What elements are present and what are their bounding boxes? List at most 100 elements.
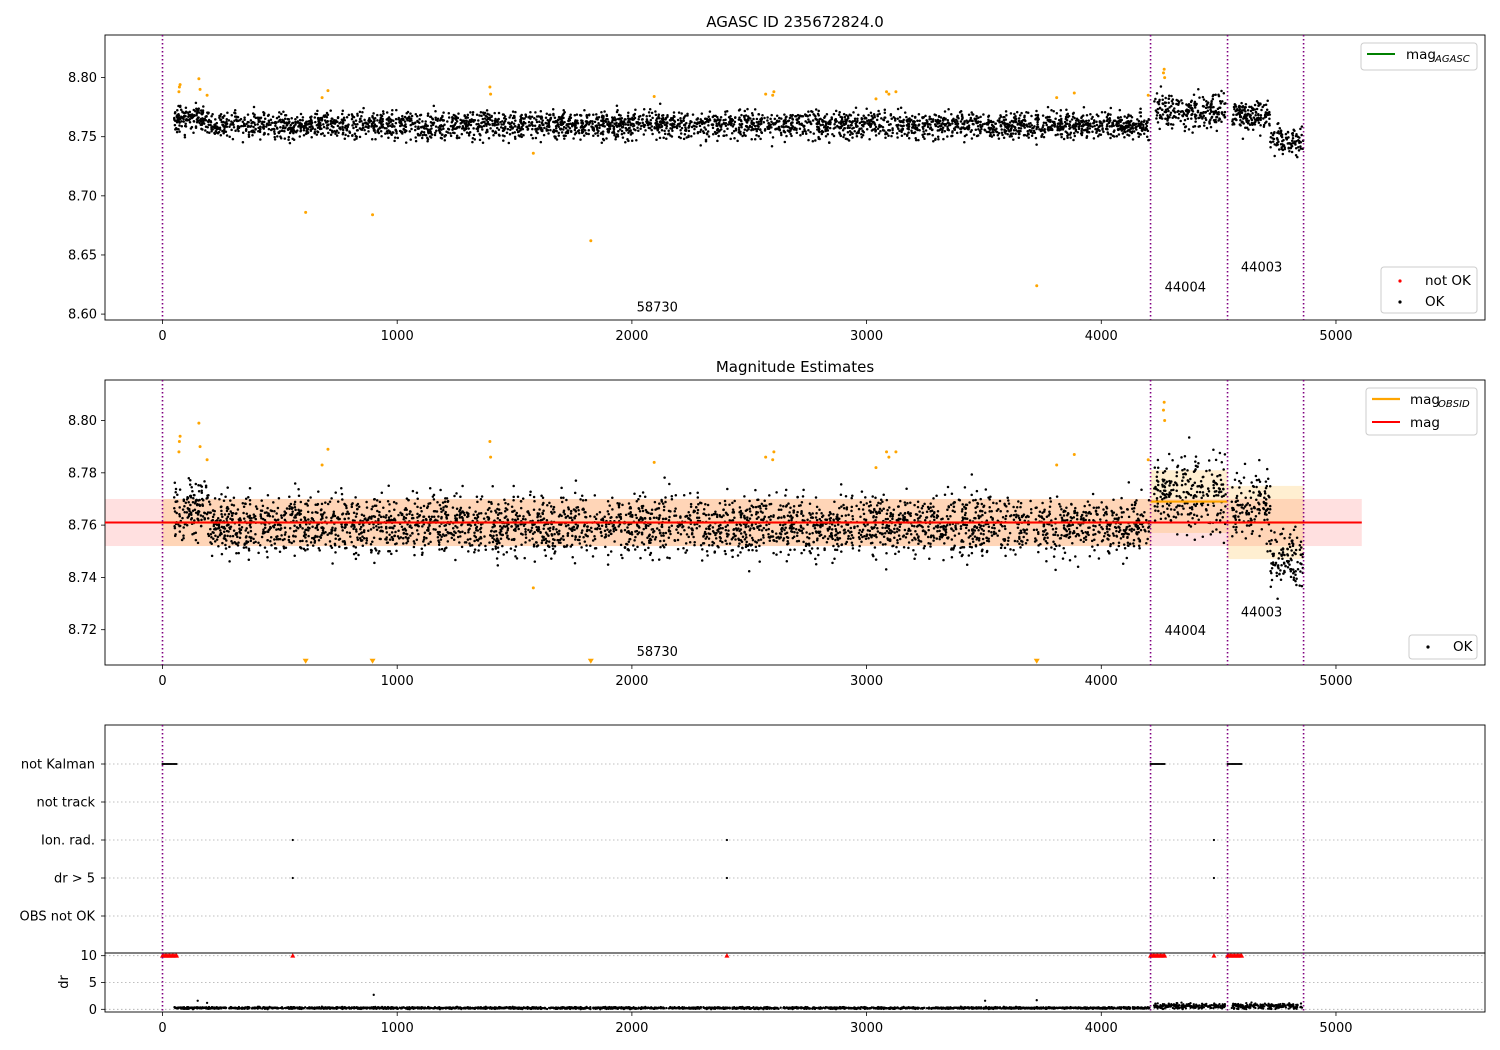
data-point-ok	[294, 117, 297, 121]
data-point-ok	[1036, 120, 1039, 124]
data-point-ok	[1085, 119, 1088, 123]
data-point-ok	[913, 503, 916, 507]
data-point-ok	[376, 113, 379, 117]
data-point-ok	[784, 125, 787, 128]
data-point-flagged	[1055, 96, 1059, 100]
data-point-ok	[1130, 116, 1134, 119]
data-point-ok	[488, 123, 491, 126]
data-point-ok	[917, 138, 920, 142]
data-point-ok	[587, 132, 590, 136]
data-point-ok	[603, 529, 607, 532]
data-point-ok	[658, 102, 662, 106]
data-point-ok	[987, 114, 991, 118]
data-point-ok	[399, 122, 402, 125]
data-point-ok	[471, 136, 475, 140]
data-point-ok	[1026, 538, 1029, 542]
data-point-ok	[1076, 131, 1079, 134]
data-point-ok	[1005, 114, 1008, 117]
data-point-ok	[585, 120, 588, 123]
data-point-ok	[257, 120, 260, 124]
data-point-ok	[218, 114, 222, 118]
data-point-ok	[687, 126, 690, 129]
data-point-ok	[826, 125, 830, 129]
data-point-ok	[1006, 510, 1009, 513]
data-point-ok	[472, 127, 475, 130]
data-point-ok	[601, 124, 605, 128]
data-point-ok	[784, 118, 787, 121]
data-point-ok	[1040, 135, 1043, 139]
data-point-ok	[323, 115, 326, 118]
data-point-ok	[685, 549, 689, 552]
data-point-ok	[371, 115, 374, 119]
data-point-ok	[856, 117, 859, 120]
data-point-ok	[1251, 107, 1255, 110]
data-point-ok	[955, 124, 959, 128]
data-point-ok	[1191, 131, 1194, 134]
data-point-flagged	[894, 90, 898, 94]
data-point-ok	[411, 122, 414, 126]
data-point-ok	[720, 123, 724, 126]
data-point-ok	[222, 132, 225, 135]
data-point-ok	[972, 123, 975, 126]
data-point-ok	[630, 122, 634, 126]
data-point-ok	[711, 123, 714, 127]
data-point-ok	[975, 114, 978, 118]
data-point-ok	[900, 128, 903, 131]
data-point-ok	[524, 518, 527, 521]
data-point-ok	[905, 134, 909, 138]
data-point-ok	[246, 113, 250, 116]
data-point-ok	[900, 130, 903, 134]
data-point-ok	[942, 117, 945, 121]
data-point-ok	[992, 523, 996, 527]
data-point-ok	[1153, 100, 1156, 103]
data-point-ok	[667, 132, 671, 135]
data-point-ok	[354, 557, 358, 561]
data-point-ok	[569, 130, 573, 134]
data-point-ok	[661, 121, 664, 124]
data-point-ok	[895, 530, 899, 533]
data-point-ok	[562, 125, 566, 129]
data-point-ok	[1023, 118, 1026, 122]
data-point-ok	[1170, 94, 1173, 98]
data-point-ok	[926, 535, 930, 539]
data-point-flagged	[178, 83, 182, 87]
data-point-ok	[455, 513, 459, 517]
data-point-ok	[856, 131, 859, 134]
data-point-ok	[1181, 102, 1184, 105]
data-point-ok	[669, 127, 672, 130]
data-point-ok	[552, 505, 556, 509]
data-point-ok	[544, 116, 548, 120]
data-point-ok	[758, 128, 762, 131]
data-point-ok	[896, 136, 899, 139]
data-point-ok	[367, 130, 370, 133]
data-point-ok	[972, 499, 975, 502]
data-point-ok	[663, 132, 667, 136]
data-point-flagged	[771, 93, 775, 97]
data-point-ok	[1034, 113, 1038, 117]
data-point-ok	[183, 504, 186, 508]
data-point-ok	[1243, 116, 1246, 119]
data-point-ok	[732, 129, 736, 133]
data-point-ok	[1201, 95, 1205, 99]
data-point-ok	[345, 124, 349, 127]
data-point-ok	[575, 113, 579, 116]
data-point-ok	[1046, 128, 1050, 131]
data-point-ok	[296, 120, 300, 123]
data-point-ok	[336, 124, 340, 128]
data-point-ok	[557, 134, 561, 137]
data-point-ok	[624, 140, 627, 144]
data-point-ok	[608, 504, 611, 507]
y-tick-label: 8.74	[68, 571, 97, 586]
legend-point-swatch	[1398, 279, 1402, 283]
data-point-ok	[958, 551, 962, 554]
data-point-ok	[329, 133, 333, 137]
data-point-ok	[929, 509, 932, 513]
data-point-ok	[1126, 124, 1129, 128]
data-point-ok	[1294, 134, 1298, 138]
data-point-ok	[198, 121, 201, 125]
data-point-ok	[1220, 111, 1224, 114]
data-point-ok	[1268, 117, 1271, 121]
data-point-ok	[617, 125, 621, 128]
data-point-ok	[1135, 128, 1138, 131]
data-point-ok	[620, 132, 624, 136]
